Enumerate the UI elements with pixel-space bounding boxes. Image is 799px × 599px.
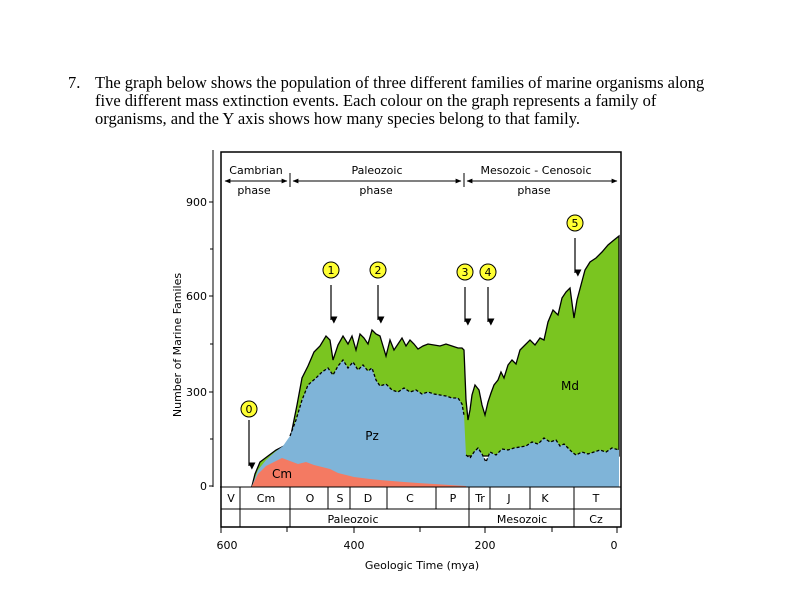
family-label-cm: Cm	[272, 467, 292, 481]
event-4-marker: 4	[479, 263, 497, 326]
period-label: K	[541, 492, 549, 505]
md-pz-boundary	[289, 358, 620, 464]
cm-area	[252, 458, 466, 487]
phase-arrows: Cambrian phase Paleozoic phase Mesozoic …	[224, 164, 618, 197]
x-tick-label: 0	[611, 539, 618, 552]
chart-frame	[220, 151, 622, 528]
era-label: Mesozoic	[497, 513, 547, 526]
x-tick-label: 600	[217, 539, 238, 552]
period-label: O	[306, 492, 315, 505]
y-tick-label: 600	[186, 290, 207, 303]
period-label: C	[406, 492, 414, 505]
question-line-2: five different mass extinction events. E…	[95, 91, 657, 110]
event-3-marker: 3	[456, 263, 474, 326]
question-text: The graph below shows the population of …	[95, 74, 755, 128]
event-2-marker: 2	[369, 261, 387, 324]
event-label: 5	[572, 217, 579, 230]
period-label: S	[337, 492, 344, 505]
era-label: Cz	[589, 513, 603, 526]
event-1-marker: 1	[322, 261, 340, 324]
phase-cambrian-sub: phase	[237, 184, 270, 197]
phase-paleozoic-sub: phase	[359, 184, 392, 197]
period-label: Cm	[257, 492, 275, 505]
question-number: 7.	[68, 73, 81, 92]
period-label: Tr	[474, 492, 485, 505]
event-label: 2	[375, 264, 382, 277]
phase-cambrian-title: Cambrian	[229, 164, 282, 177]
y-tick-label: 0	[200, 480, 207, 493]
pz-area	[252, 360, 619, 487]
x-tick-label: 200	[475, 539, 496, 552]
event-label: 0	[246, 403, 253, 416]
y-tick-label: 900	[186, 196, 207, 209]
era-label: Paleozoic	[327, 513, 378, 526]
x-tick-label: 400	[344, 539, 365, 552]
event-0-marker: 0	[240, 400, 258, 470]
event-label: 3	[462, 266, 469, 279]
period-row: V Cm O S D C P Tr J K T	[221, 487, 621, 527]
period-label: D	[364, 492, 372, 505]
y-tick-label: 300	[186, 386, 207, 399]
family-label-pz: Pz	[365, 429, 379, 443]
event-label: 1	[328, 264, 335, 277]
phase-paleozoic-title: Paleozoic	[351, 164, 402, 177]
y-axis: 900 600 300 0 Number of Marine Familes	[171, 150, 214, 493]
family-label-md: Md	[561, 379, 579, 393]
event-5-marker: 5	[566, 214, 584, 277]
event-label: 4	[485, 266, 492, 279]
period-label: T	[592, 492, 600, 505]
question-line-3: organisms, and the Y axis shows how many…	[95, 109, 580, 128]
period-label: J	[506, 492, 510, 505]
question-line-1: The graph below shows the population of …	[95, 73, 705, 92]
x-axis-label: Geologic Time (mya)	[365, 559, 479, 572]
phase-mesozoic-title: Mesozoic - Cenosoic	[480, 164, 591, 177]
period-label: V	[227, 492, 235, 505]
y-axis-label: Number of Marine Familes	[171, 273, 184, 417]
x-axis: 600 400 200 0 Geologic Time (mya)	[217, 527, 618, 572]
period-label: P	[450, 492, 457, 505]
event-markers: 0 1 2 3 4 5	[240, 214, 584, 470]
phase-mesozoic-sub: phase	[517, 184, 550, 197]
era-row: Paleozoic Mesozoic Cz	[239, 509, 603, 527]
